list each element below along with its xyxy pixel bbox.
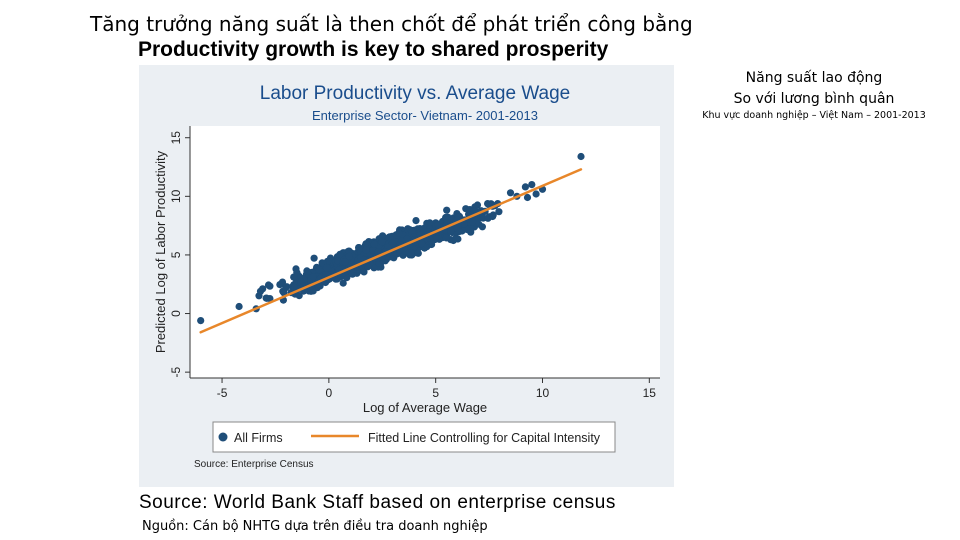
- data-point: [266, 282, 274, 290]
- data-point: [309, 273, 317, 281]
- data-point: [452, 234, 460, 242]
- data-point: [364, 263, 372, 271]
- legend-label-fitted-line: Fitted Line Controlling for Capital Inte…: [368, 431, 601, 445]
- data-point: [495, 208, 503, 216]
- data-point: [468, 218, 477, 226]
- data-point: [434, 221, 442, 229]
- data-point: [345, 247, 353, 255]
- plot-area: [190, 126, 660, 378]
- side-subtitle: Khu vực doanh nghiệp – Việt Nam – 2001-2…: [702, 110, 926, 121]
- data-point: [395, 229, 403, 237]
- data-point: [426, 219, 434, 227]
- data-point: [315, 266, 323, 274]
- side-title: Năng suất lao động So với lương bình quâ…: [700, 68, 928, 110]
- chart-source-note: Source: Enterprise Census: [194, 459, 314, 470]
- data-point: [263, 294, 271, 302]
- data-point: [362, 246, 370, 254]
- slide-title-english: Productivity growth is key to shared pro…: [138, 38, 609, 61]
- legend-box: [212, 421, 616, 453]
- chart-panel: Labor Productivity vs. Average Wage Ente…: [139, 65, 674, 487]
- data-point: [341, 258, 349, 266]
- x-axis-label: Log of Average Wage: [363, 400, 487, 415]
- data-point: [489, 211, 497, 219]
- data-point: [442, 234, 450, 242]
- data-point: [197, 317, 205, 325]
- data-point: [323, 264, 331, 272]
- data-point: [283, 283, 291, 291]
- data-point: [417, 239, 426, 248]
- y-axis-label: Predicted Log of Labor Productivity: [153, 150, 168, 353]
- data-point: [443, 206, 451, 214]
- data-point: [460, 220, 468, 228]
- data-point: [407, 249, 415, 257]
- fitted-line: [199, 168, 583, 334]
- slide-title-vietnamese: Tăng trưởng năng suất là then chốt để ph…: [90, 12, 693, 36]
- data-point: [388, 239, 397, 247]
- source-vietnamese: Nguồn: Cán bộ NHTG dựa trên điều tra doa…: [142, 519, 488, 534]
- data-point: [412, 217, 420, 225]
- data-point: [577, 152, 585, 161]
- y-tick-label: 10: [169, 189, 183, 203]
- data-point: [452, 224, 460, 232]
- data-point: [290, 283, 299, 292]
- scatter-chart: Labor Productivity vs. Average Wage Ente…: [153, 83, 660, 470]
- data-point: [447, 227, 455, 235]
- side-title-line-1: Năng suất lao động: [745, 70, 883, 86]
- y-tick-label: -5: [169, 366, 183, 377]
- chart-subtitle: Enterprise Sector- Vietnam- 2001-2013: [312, 108, 538, 123]
- plot-marks: [197, 152, 585, 334]
- x-tick-label: 0: [326, 386, 333, 400]
- data-point: [484, 200, 492, 208]
- x-tick-label: -5: [217, 386, 228, 400]
- side-title-line-2: So với lương bình quân: [733, 91, 895, 107]
- data-point: [293, 268, 301, 277]
- data-point: [414, 249, 422, 257]
- x-tick-label: 10: [536, 386, 550, 400]
- data-point: [235, 302, 243, 311]
- data-point: [378, 238, 386, 246]
- data-point: [280, 289, 288, 297]
- chart-title: Labor Productivity vs. Average Wage: [260, 83, 571, 104]
- y-axis-ticks: -5 0 5 10 15: [169, 131, 190, 377]
- y-tick-label: 15: [169, 131, 183, 145]
- data-point: [523, 193, 532, 202]
- data-point: [528, 181, 536, 189]
- data-point: [484, 214, 492, 222]
- data-point: [521, 183, 529, 191]
- data-point: [303, 267, 311, 275]
- data-point: [334, 257, 342, 265]
- y-tick-label: 0: [169, 310, 183, 317]
- data-point: [295, 292, 303, 300]
- x-tick-label: 15: [643, 386, 657, 400]
- y-tick-label: 5: [169, 251, 183, 258]
- data-point: [374, 248, 382, 256]
- data-point: [276, 281, 284, 289]
- x-axis-ticks: -5 0 5 10 15: [217, 378, 657, 400]
- legend-marker-all-firms: [218, 432, 228, 442]
- legend-label-all-firms: All Firms: [234, 431, 283, 445]
- data-point: [506, 189, 515, 197]
- legend: All Firms Fitted Line Controlling for Ca…: [212, 421, 616, 453]
- data-point: [345, 252, 353, 260]
- data-point: [370, 240, 378, 248]
- data-point: [339, 279, 347, 287]
- x-tick-label: 5: [432, 386, 439, 400]
- data-point: [532, 190, 540, 198]
- data-point: [443, 216, 451, 224]
- data-point: [256, 287, 265, 295]
- data-point: [310, 254, 318, 262]
- source-english: Source: World Bank Staff based on enterp…: [139, 492, 616, 513]
